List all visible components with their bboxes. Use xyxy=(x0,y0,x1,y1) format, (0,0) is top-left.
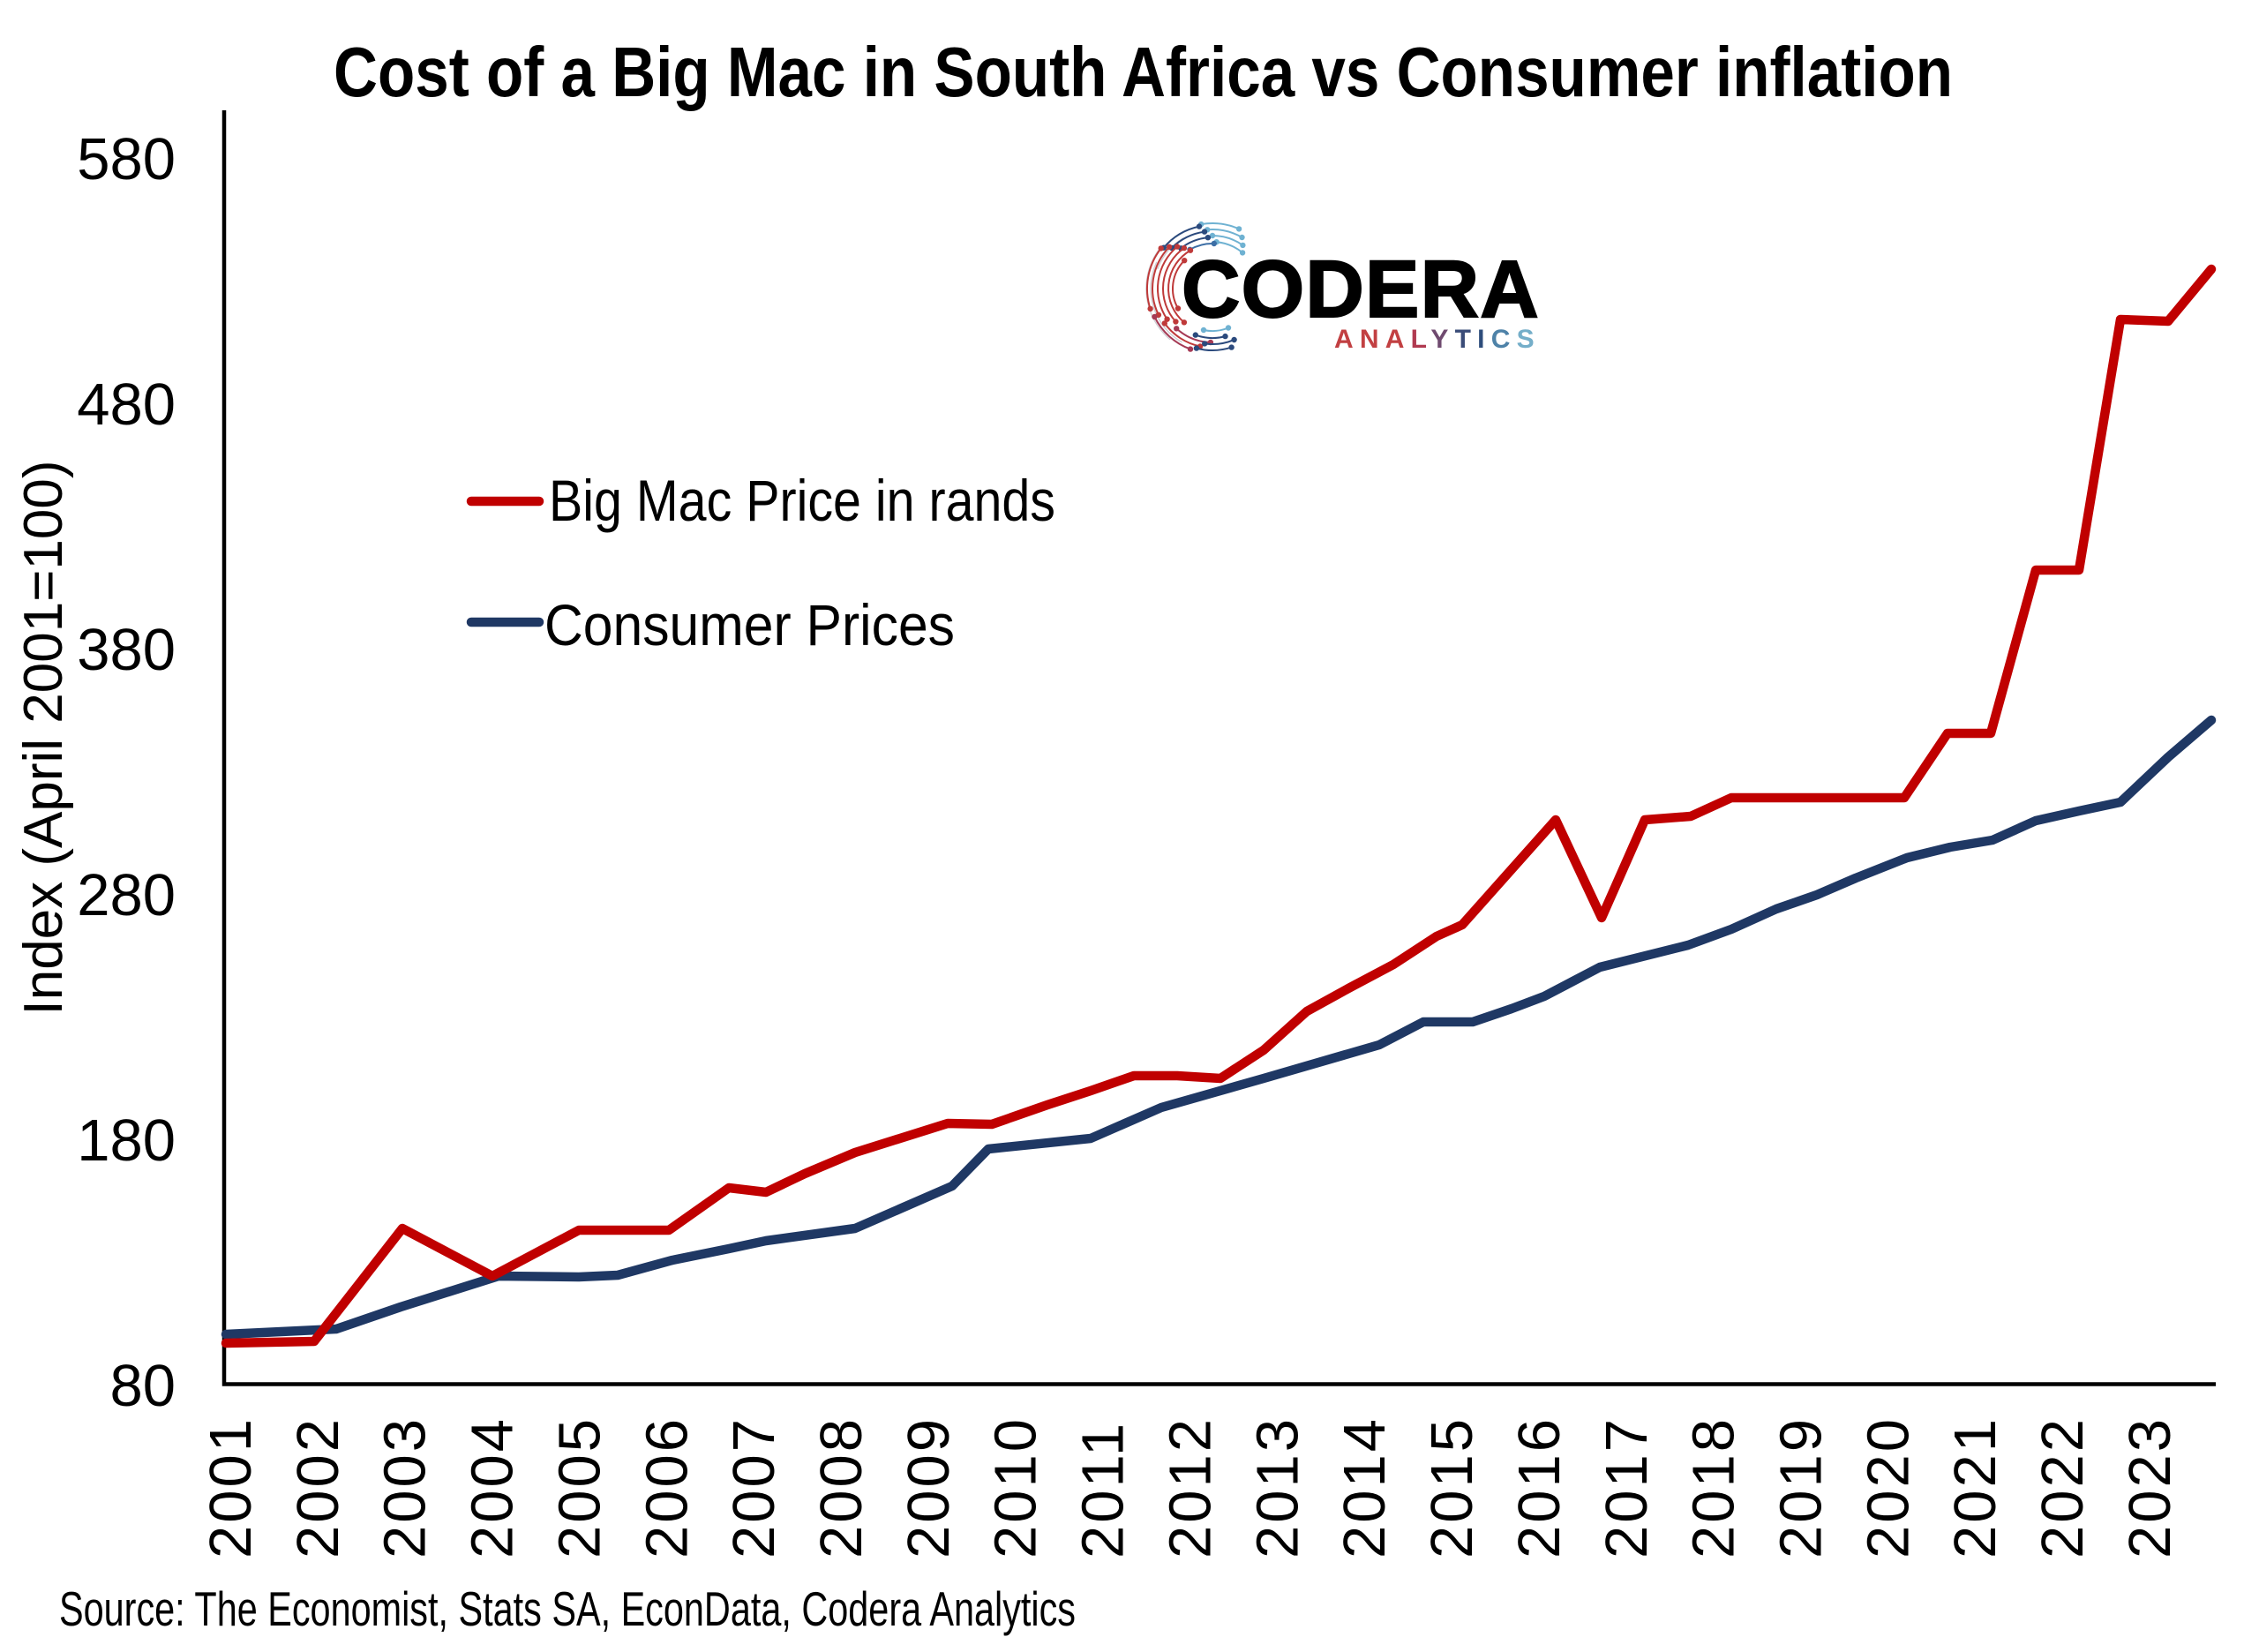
svg-text:2022: 2022 xyxy=(2030,1416,2096,1558)
svg-text:2020: 2020 xyxy=(1855,1416,1921,1558)
svg-text:2005: 2005 xyxy=(546,1416,612,1558)
svg-text:2003: 2003 xyxy=(372,1416,439,1558)
svg-text:280: 280 xyxy=(77,862,176,928)
svg-text:2008: 2008 xyxy=(808,1416,874,1558)
svg-text:180: 180 xyxy=(77,1108,176,1174)
svg-text:CODERA: CODERA xyxy=(1182,244,1540,334)
svg-text:2018: 2018 xyxy=(1681,1416,1747,1558)
svg-text:Source: The Economist, Stats S: Source: The Economist, Stats SA, EconDat… xyxy=(59,1581,1076,1636)
svg-text:2015: 2015 xyxy=(1419,1416,1485,1558)
svg-text:2017: 2017 xyxy=(1594,1416,1660,1558)
svg-text:ANALYTICS: ANALYTICS xyxy=(1334,325,1541,354)
svg-text:2007: 2007 xyxy=(721,1416,787,1558)
svg-text:2014: 2014 xyxy=(1332,1416,1398,1558)
svg-text:2010: 2010 xyxy=(983,1416,1049,1558)
svg-text:2011: 2011 xyxy=(1070,1421,1137,1558)
svg-text:2002: 2002 xyxy=(285,1416,351,1558)
svg-text:380: 380 xyxy=(77,617,176,683)
svg-text:2023: 2023 xyxy=(2117,1416,2183,1558)
svg-text:480: 480 xyxy=(77,372,176,438)
svg-text:580: 580 xyxy=(77,126,176,192)
svg-text:Cost of a Big Mac in South Afr: Cost of a Big Mac in South Africa vs Con… xyxy=(334,33,1953,111)
svg-text:2016: 2016 xyxy=(1506,1416,1572,1558)
svg-text:80: 80 xyxy=(109,1353,176,1419)
svg-text:Consumer Prices: Consumer Prices xyxy=(544,592,955,657)
svg-text:2012: 2012 xyxy=(1158,1416,1224,1558)
svg-text:Big Mac Price in rands: Big Mac Price in rands xyxy=(549,468,1055,533)
svg-text:2009: 2009 xyxy=(896,1416,962,1558)
svg-text:2013: 2013 xyxy=(1244,1416,1310,1558)
svg-text:2001: 2001 xyxy=(198,1416,264,1558)
svg-text:2004: 2004 xyxy=(460,1416,526,1558)
svg-text:2021: 2021 xyxy=(1942,1416,2008,1558)
svg-text:2006: 2006 xyxy=(634,1416,700,1558)
svg-text:Index (April 2001=100): Index (April 2001=100) xyxy=(13,460,74,1015)
svg-text:2019: 2019 xyxy=(1768,1416,1835,1558)
